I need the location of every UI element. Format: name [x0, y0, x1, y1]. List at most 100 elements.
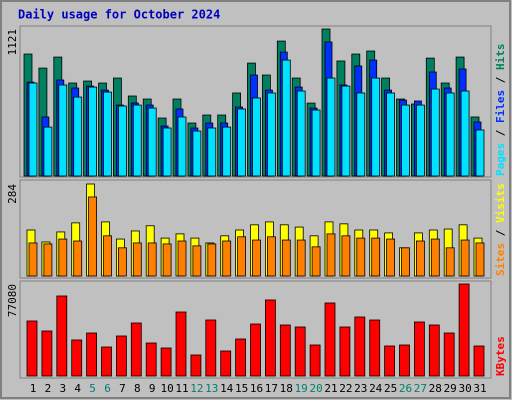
bar: [177, 240, 187, 277]
x-tick-label: 18: [280, 382, 293, 395]
bar: [118, 247, 127, 277]
bar: [339, 326, 351, 377]
bar: [309, 344, 321, 377]
bar: [162, 243, 172, 277]
x-tick-label: 28: [429, 382, 442, 395]
bar: [371, 237, 381, 277]
bar: [162, 127, 172, 177]
bar: [430, 88, 440, 177]
bar: [386, 92, 396, 177]
bar: [175, 311, 187, 377]
x-tick-label: 19: [295, 382, 308, 395]
bar: [237, 236, 247, 277]
legend: Pages / Files / Hits: [494, 44, 507, 177]
bar: [132, 104, 142, 177]
bar: [445, 247, 455, 277]
bar: [356, 237, 366, 277]
x-tick-label: 8: [134, 382, 141, 395]
bar: [73, 240, 83, 277]
bar: [177, 116, 187, 177]
bar: [264, 299, 276, 377]
legend-entry: Hits: [494, 44, 507, 71]
legend-entry: KBytes: [494, 336, 507, 376]
bar: [279, 324, 291, 377]
bar: [428, 324, 440, 377]
bar: [118, 105, 127, 177]
legend: KBytes: [494, 336, 507, 376]
bar: [205, 319, 217, 377]
bar: [207, 243, 217, 277]
bar: [220, 350, 232, 377]
bar: [86, 332, 97, 377]
y-tick-label: 1121: [6, 29, 19, 56]
x-tick-label: 21: [324, 382, 337, 395]
x-tick-label: 31: [473, 382, 486, 395]
bar: [132, 242, 142, 277]
bar: [28, 242, 38, 277]
x-tick-label: 6: [104, 382, 111, 395]
bar: [401, 104, 410, 177]
bar: [237, 108, 247, 177]
bar: [71, 339, 83, 377]
bar: [43, 126, 53, 177]
bar: [296, 239, 306, 277]
bar: [475, 242, 485, 277]
bar: [281, 59, 291, 177]
x-tick-label: 20: [309, 382, 322, 395]
bar: [160, 347, 172, 377]
x-tick-label: 1: [30, 382, 37, 395]
bar: [341, 235, 351, 277]
legend-entry: Sites: [494, 243, 507, 276]
x-tick-label: 14: [220, 382, 234, 395]
bar: [311, 246, 321, 277]
legend-entry: Visits: [494, 183, 507, 223]
x-tick-label: 24: [369, 382, 383, 395]
bar: [192, 245, 202, 277]
legend-separator: /: [494, 223, 507, 243]
bar: [73, 96, 83, 177]
x-tick-label: 29: [444, 382, 457, 395]
chart-title: Daily usage for October 2024: [18, 8, 220, 22]
bar: [458, 283, 470, 377]
legend-entry: Pages: [494, 143, 507, 176]
bar: [415, 104, 425, 177]
x-tick-label: 16: [250, 382, 263, 395]
bar: [145, 342, 157, 377]
bar: [58, 84, 68, 177]
bar: [413, 321, 425, 377]
bar: [475, 129, 485, 177]
bar: [445, 92, 455, 177]
bar: [207, 127, 217, 177]
x-tick-label: 15: [235, 382, 248, 395]
bar: [190, 354, 202, 377]
bar: [41, 330, 53, 377]
bar: [252, 97, 261, 177]
bar: [460, 239, 470, 277]
bar: [356, 92, 366, 177]
bar: [266, 236, 276, 277]
bar: [192, 130, 202, 177]
bar: [147, 242, 157, 277]
bar: [430, 238, 440, 277]
bar: [371, 77, 381, 177]
bar: [354, 316, 366, 377]
x-tick-label: 11: [175, 382, 188, 395]
x-tick-label: 3: [59, 382, 66, 395]
bar: [147, 107, 157, 177]
bar: [294, 326, 306, 377]
bar: [252, 239, 261, 277]
x-tick-label: 7: [119, 382, 126, 395]
bar: [43, 243, 53, 277]
bar: [116, 335, 127, 377]
legend-entry: Files: [494, 90, 507, 123]
x-tick-label: 30: [458, 382, 471, 395]
x-tick-label: 25: [384, 382, 397, 395]
x-tick-label: 23: [354, 382, 367, 395]
bar: [324, 302, 336, 377]
bar: [56, 295, 68, 377]
legend-separator: /: [494, 123, 507, 143]
legend-separator: /: [494, 70, 507, 90]
bar: [103, 91, 112, 177]
bar: [399, 344, 410, 377]
